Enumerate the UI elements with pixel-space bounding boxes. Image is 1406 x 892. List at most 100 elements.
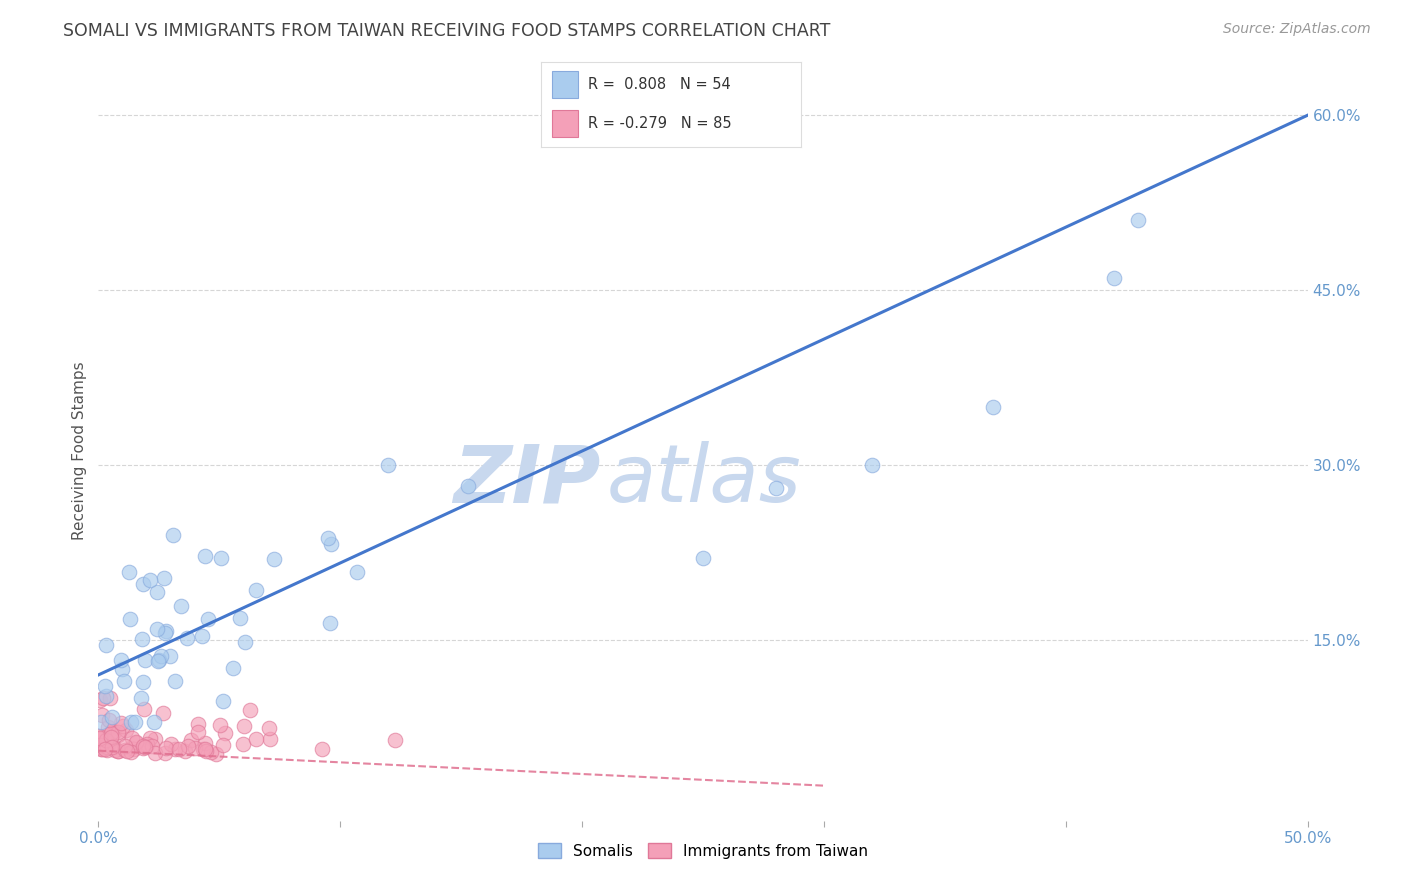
Point	[139, 573, 162, 587]
Point	[91, 741, 114, 756]
Point	[98, 727, 121, 741]
Point	[155, 741, 177, 756]
Point	[103, 725, 125, 739]
Point	[245, 583, 267, 598]
Point	[98, 736, 121, 750]
Point	[114, 743, 136, 757]
Point	[208, 718, 231, 732]
Point	[90, 708, 112, 723]
Point	[205, 747, 228, 761]
Point	[96, 732, 118, 747]
Point	[124, 714, 146, 729]
Point	[118, 565, 141, 579]
Point	[159, 648, 181, 663]
Point	[132, 739, 155, 754]
Point	[87, 729, 110, 743]
Text: SOMALI VS IMMIGRANTS FROM TAIWAN RECEIVING FOOD STAMPS CORRELATION CHART: SOMALI VS IMMIGRANTS FROM TAIWAN RECEIVI…	[63, 22, 831, 40]
Point	[245, 731, 267, 746]
Point	[87, 735, 110, 749]
Point	[100, 726, 122, 740]
Point	[259, 732, 281, 747]
Point	[263, 552, 285, 566]
Point	[101, 740, 124, 755]
Point	[214, 726, 236, 740]
Point	[162, 528, 184, 542]
Point	[184, 740, 207, 755]
Point	[87, 739, 110, 754]
Point	[152, 571, 174, 585]
Text: ZIP: ZIP	[453, 441, 600, 519]
Point	[319, 616, 342, 631]
Point	[145, 622, 167, 636]
Point	[135, 739, 157, 754]
Point	[165, 742, 187, 756]
Point	[209, 550, 232, 565]
Point	[319, 537, 342, 551]
Point	[1102, 271, 1125, 285]
Point	[194, 741, 217, 756]
Point	[132, 741, 155, 756]
Point	[145, 585, 167, 599]
Point	[104, 743, 127, 757]
Bar	[551, 71, 578, 98]
Point	[94, 638, 117, 652]
Point	[311, 742, 333, 756]
Text: R = -0.279   N = 85: R = -0.279 N = 85	[588, 116, 731, 130]
Point	[377, 458, 399, 472]
Point	[89, 738, 111, 752]
Point	[111, 718, 134, 732]
Point	[134, 702, 156, 716]
Point	[384, 732, 406, 747]
Point	[107, 744, 129, 758]
Point	[132, 577, 155, 591]
Point	[692, 551, 714, 566]
Point	[134, 652, 156, 666]
Point	[91, 691, 114, 706]
Point	[98, 691, 121, 706]
Point	[143, 731, 166, 746]
Point	[122, 742, 145, 756]
Point	[89, 693, 111, 707]
Point	[194, 744, 217, 758]
Point	[110, 715, 132, 730]
Point	[191, 742, 214, 756]
Point	[176, 739, 198, 754]
Point	[257, 721, 280, 735]
Point	[114, 723, 136, 738]
Point	[94, 679, 117, 693]
Point	[221, 661, 243, 675]
Point	[232, 737, 254, 751]
Point	[124, 734, 146, 748]
Point	[100, 724, 122, 739]
Bar	[551, 110, 578, 137]
Point	[96, 731, 118, 746]
Text: R =  0.808   N = 54: R = 0.808 N = 54	[588, 77, 731, 92]
Point	[191, 629, 214, 643]
Point	[197, 612, 219, 626]
Point	[120, 740, 142, 755]
Point	[94, 741, 117, 756]
Point	[120, 714, 142, 729]
Point	[148, 653, 170, 667]
Point	[111, 662, 134, 676]
Point	[180, 733, 202, 747]
Point	[150, 648, 173, 663]
Point	[233, 635, 256, 649]
Point	[981, 400, 1004, 414]
Point	[139, 731, 162, 745]
Point	[346, 566, 368, 580]
Point	[107, 729, 129, 743]
Point	[94, 689, 117, 703]
Point	[118, 612, 141, 626]
Point	[187, 717, 209, 731]
Point	[115, 744, 138, 758]
Y-axis label: Receiving Food Stamps: Receiving Food Stamps	[72, 361, 87, 540]
Point	[152, 706, 174, 720]
Point	[141, 739, 163, 753]
Point	[165, 673, 187, 688]
Point	[101, 710, 124, 724]
Point	[153, 746, 176, 760]
Point	[129, 691, 152, 706]
Point	[98, 731, 121, 746]
Point	[125, 736, 148, 750]
